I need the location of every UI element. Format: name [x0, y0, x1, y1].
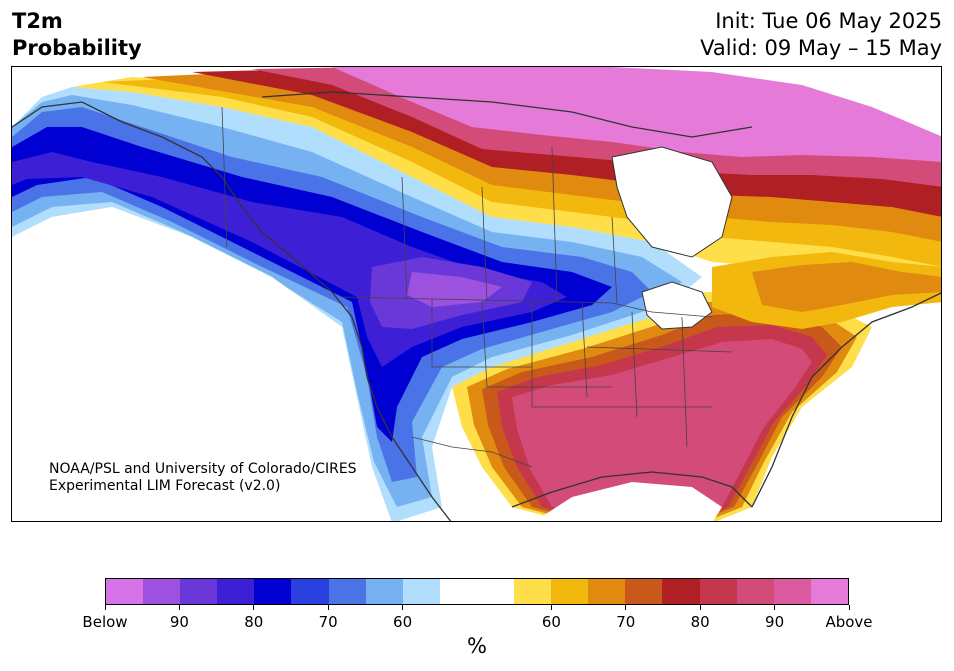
- colorbar-tick: [327, 605, 329, 610]
- alaska-coast: [12, 101, 333, 293]
- colorbar-tick: [550, 605, 552, 610]
- colorbar-segment: [736, 579, 774, 604]
- southeast-above-core: [512, 339, 812, 521]
- colorbar-tick: [848, 605, 850, 610]
- valid-range: Valid: 09 May – 15 May: [700, 36, 942, 60]
- colorbar-segment: [662, 579, 700, 604]
- title-block: T2m Probability: [12, 8, 142, 62]
- borders: [221, 106, 733, 468]
- colorbar-tick: [253, 605, 255, 610]
- province-lines: [401, 146, 618, 304]
- colorbar-tick-label: Above: [825, 613, 873, 631]
- colorbar-tick-label: 70: [616, 613, 636, 631]
- water-overlays: [12, 146, 941, 521]
- colorbar-segment: [254, 579, 292, 604]
- colorbar-tick: [699, 605, 701, 610]
- colorbar-tick-label: 80: [244, 613, 264, 631]
- colorbar-tick: [178, 605, 180, 610]
- mexico-border: [411, 436, 533, 468]
- colorbar-segment: [773, 579, 811, 604]
- colorbar-segment: [810, 579, 848, 604]
- colorbar-segment: [699, 579, 737, 604]
- colorbar-unit: %: [467, 634, 487, 658]
- credit-text: NOAA/PSL and University of Colorado/CIRE…: [49, 461, 357, 495]
- atlantic-strip: [792, 317, 941, 521]
- map-canvas: [12, 67, 941, 521]
- colorbar-segment: [402, 579, 440, 604]
- colorbar-tick-label: 60: [541, 613, 561, 631]
- coastlines: [12, 91, 941, 521]
- colorbar-segment: [551, 579, 589, 604]
- arctic-coast: [261, 91, 753, 138]
- colorbar-segment: [514, 579, 552, 604]
- colorbar-segment: [328, 579, 366, 604]
- colorbar-tick: [104, 605, 106, 610]
- colorbar-tick-label: 80: [690, 613, 710, 631]
- colorbar-segment: [625, 579, 663, 604]
- colorbar-segment: [180, 579, 218, 604]
- colorbar-tick-label: 60: [393, 613, 413, 631]
- colorbar-labels: Below 90 80 70 60 60 70 80 90 Above: [82, 613, 872, 631]
- colorbar-tick: [774, 605, 776, 610]
- state-lines: [431, 299, 733, 448]
- colorbar-ticks: [104, 605, 850, 613]
- below-band-80: [12, 127, 612, 442]
- east-coast: [751, 292, 941, 508]
- init-date: Init: Tue 06 May 2025: [715, 9, 942, 33]
- product-title: Probability: [12, 36, 142, 60]
- date-block: Init: Tue 06 May 2025 Valid: 09 May – 15…: [700, 8, 942, 62]
- probability-colorbar: [105, 578, 849, 605]
- probability-shading: [12, 67, 941, 521]
- colorbar-tick-label: 90: [765, 613, 785, 631]
- colorbar-tick-label: Below: [82, 613, 128, 631]
- credit-line-2: Experimental LIM Forecast (v2.0): [49, 478, 281, 494]
- below-band-core: [407, 272, 502, 307]
- colorbar-tick-label: 90: [169, 613, 189, 631]
- west-coast: [331, 291, 452, 521]
- colorbar-segment: [588, 579, 626, 604]
- colorbar-tick: [402, 605, 404, 610]
- gulf-of-mexico: [535, 482, 722, 521]
- credit-line-1: NOAA/PSL and University of Colorado/CIRE…: [49, 461, 357, 477]
- pacific-strip: [12, 207, 392, 521]
- colorbar-segment: [217, 579, 255, 604]
- colorbar-segment: [106, 579, 144, 604]
- colorbar-segment: [365, 579, 403, 604]
- forecast-map: NOAA/PSL and University of Colorado/CIRE…: [11, 66, 942, 522]
- alaska-border: [221, 106, 228, 248]
- us-canada-border: [341, 296, 713, 318]
- gulf-coast: [511, 471, 753, 508]
- northeast-above-core: [752, 262, 941, 312]
- colorbar-tick: [625, 605, 627, 610]
- colorbar-segment: [143, 579, 181, 604]
- hudson-bay: [611, 146, 733, 258]
- above-band-core: [332, 67, 941, 162]
- variable-title: T2m: [12, 9, 63, 33]
- colorbar-segment: [291, 579, 329, 604]
- great-lakes: [641, 281, 713, 330]
- colorbar-segment: [439, 579, 515, 604]
- colorbar-tick-label: 70: [318, 613, 338, 631]
